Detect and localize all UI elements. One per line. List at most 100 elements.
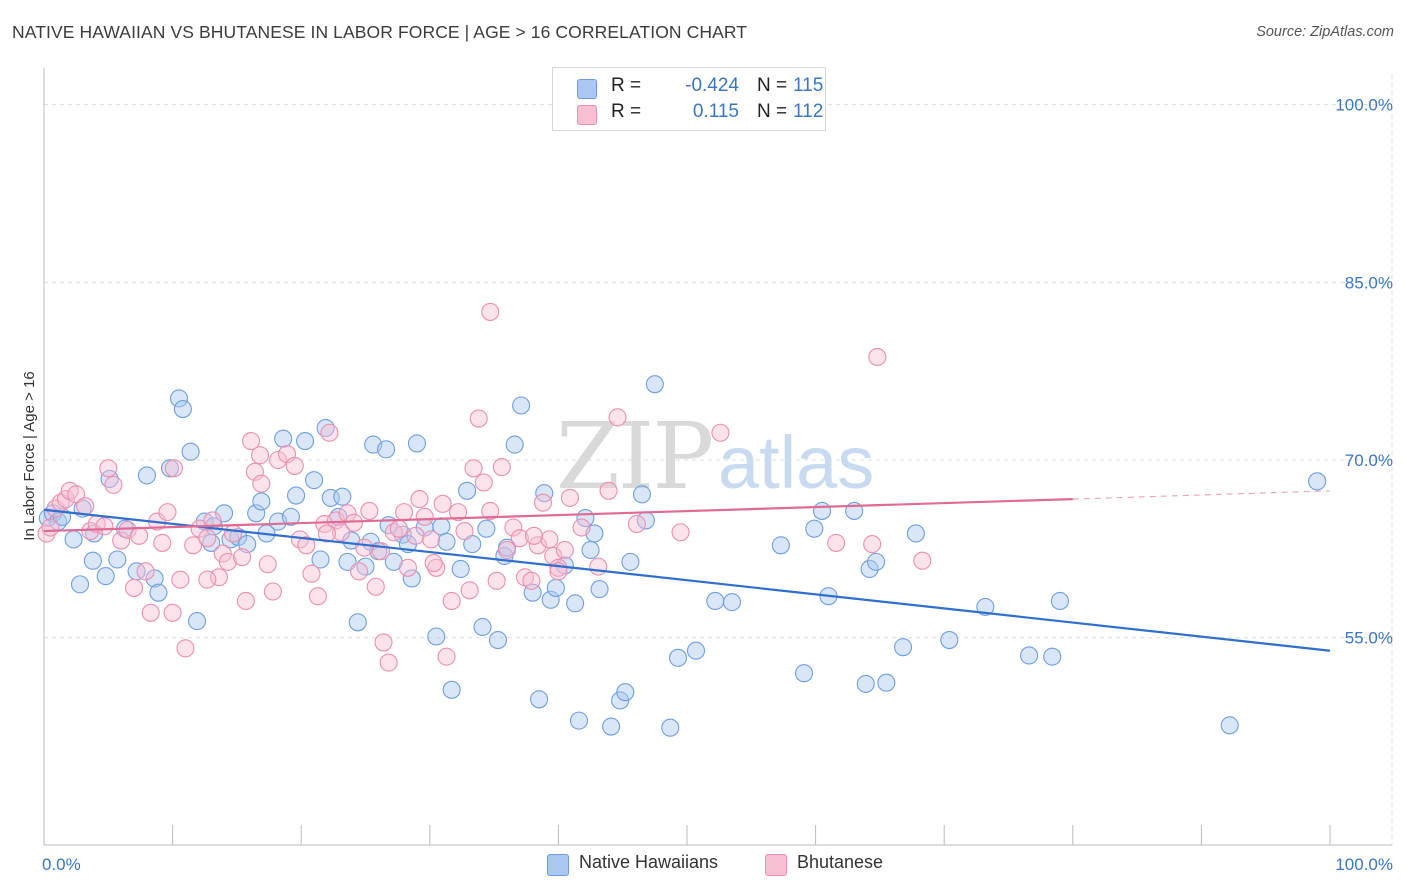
bhutanese-point-70	[442, 591, 461, 611]
bhutanese-point-76	[474, 473, 493, 492]
legend-swatch-pink	[577, 105, 597, 125]
bhutanese-point-65	[415, 507, 434, 526]
bhutanese-point-80	[497, 540, 517, 560]
bhutanese-point-4	[56, 490, 75, 509]
chart-title: NATIVE HAWAIIAN VS BHUTANESE IN LABOR FO…	[12, 22, 748, 42]
bhutanese-point-17	[136, 562, 155, 581]
native-hawaiian-point-108	[1043, 647, 1062, 666]
native-hawaiian-point-41	[333, 487, 352, 506]
native-hawaiian-point-63	[473, 617, 492, 637]
bhutanese-point-57	[374, 633, 393, 652]
native-hawaiian-point-56	[427, 627, 446, 646]
bhutanese-point-98	[711, 423, 730, 442]
bottom-legend-label: Bhutanese	[797, 852, 884, 872]
native-hawaiian-point-104	[906, 524, 925, 543]
native-hawaiian-point-101	[866, 552, 886, 571]
source-credit: Source: ZipAtlas.com	[1256, 24, 1394, 40]
legend-r-label: R =	[611, 75, 642, 96]
bhutanese-point-11	[99, 459, 118, 478]
bottom-legend-swatch-pink	[765, 854, 787, 876]
native-hawaiian-point-78	[581, 540, 600, 560]
native-hawaiian-point-61	[458, 481, 477, 500]
bhutanese-point-78	[487, 571, 506, 590]
native-hawaiian-point-26	[229, 527, 248, 547]
bhutanese-point-81	[504, 518, 523, 537]
bhutanese-point-92	[572, 518, 591, 537]
native-hawaiian-point-70	[530, 690, 549, 709]
grid-lines	[44, 75, 1393, 845]
native-hawaiian-point-67	[505, 435, 524, 454]
native-hawaiian-point-72	[541, 590, 560, 609]
native-hawaiian-point-91	[706, 591, 725, 611]
bhutanese-point-35	[241, 431, 261, 451]
bhutanese-point-1	[41, 518, 60, 537]
native-hawaiian-point-35	[296, 431, 315, 451]
bhutanese-point-23	[171, 570, 190, 589]
native-hawaiian-point-92	[722, 593, 742, 612]
native-hawaiian-point-8	[96, 567, 115, 586]
bhutanese-point-15	[124, 578, 144, 597]
native-hawaiian-point-18	[173, 400, 192, 419]
bhutanese-point-96	[627, 514, 646, 534]
bhutanese-point-32	[223, 524, 243, 543]
native-hawaiian-point-14	[145, 569, 164, 588]
native-hawaiian-point-15	[149, 583, 168, 602]
native-hawaiian-point-64	[477, 519, 496, 538]
legend-n-value: 112	[793, 101, 824, 122]
bhutanese-point-82	[510, 529, 529, 548]
bhutanese-point-13	[112, 531, 131, 550]
bhutanese-point-63	[406, 526, 425, 545]
legend-n-label: N =	[757, 101, 788, 122]
bhutanese-point-60	[389, 519, 408, 538]
native-hawaiian-point-105	[940, 631, 959, 650]
legend-n-label: N =	[757, 75, 788, 96]
native-hawaiian-point-84	[621, 552, 640, 571]
bhutanese-point-64	[410, 490, 429, 509]
native-hawaiian-point-60	[451, 559, 470, 579]
native-hawaiian-point-109	[1050, 591, 1069, 611]
native-hawaiian-point-76	[569, 711, 589, 730]
y-tick-label-1: 70.0%	[1345, 451, 1393, 470]
native-hawaiian-point-32	[274, 429, 293, 448]
bhutanese-point-49	[326, 511, 345, 530]
native-hawaiian-point-53	[402, 569, 421, 588]
native-hawaiian-point-24	[214, 504, 234, 523]
axes	[43, 68, 1392, 846]
bhutanese-point-45	[302, 564, 321, 583]
bhutanese-point-25	[184, 536, 203, 555]
bhutanese-point-93	[589, 557, 608, 576]
bhutanese-point-67	[427, 558, 446, 577]
bhutanese-point-77	[481, 501, 500, 520]
native-hawaiian-point-6	[83, 551, 102, 570]
x-tick-label-min: 0.0%	[42, 855, 81, 874]
native-hawaiian-point-13	[137, 466, 156, 485]
bhutanese-point-53	[350, 562, 369, 581]
native-hawaiian-point-54	[407, 434, 426, 453]
native-hawaiian-point-33	[281, 507, 300, 526]
native-hawaiian-point-102	[877, 673, 896, 692]
bhutanese-point-18	[141, 603, 160, 622]
native-hawaiian-point-58	[437, 532, 456, 551]
x-tick-label-max: 100.0%	[1335, 855, 1393, 874]
native-hawaiian-point-49	[377, 440, 396, 459]
bhutanese-point-56	[366, 577, 385, 596]
bhutanese-point-34	[236, 591, 255, 611]
bhutanese-point-103	[868, 347, 887, 366]
bhutanese-point-52	[344, 513, 363, 532]
bhutanese-point-62	[398, 558, 417, 577]
bhutanese-point-106	[250, 446, 270, 465]
bhutanese-point-37	[252, 474, 271, 493]
bhutanese-point-86	[533, 493, 553, 512]
bhutanese-point-36	[245, 462, 264, 481]
bhutanese-trend-line-extension	[1072, 490, 1331, 500]
bhutanese-point-84	[522, 571, 541, 590]
bhutanese-point-20	[153, 533, 172, 552]
native-hawaiian-point-59	[442, 680, 461, 699]
bhutanese-point-24	[176, 639, 195, 658]
native-hawaiian-point-5	[70, 575, 90, 594]
bhutanese-point-104	[163, 603, 182, 622]
bhutanese-point-75	[469, 409, 488, 428]
bhutanese-point-54	[355, 538, 374, 557]
watermark-atlas: atlas	[718, 421, 874, 504]
native-hawaiian-point-95	[805, 519, 824, 538]
